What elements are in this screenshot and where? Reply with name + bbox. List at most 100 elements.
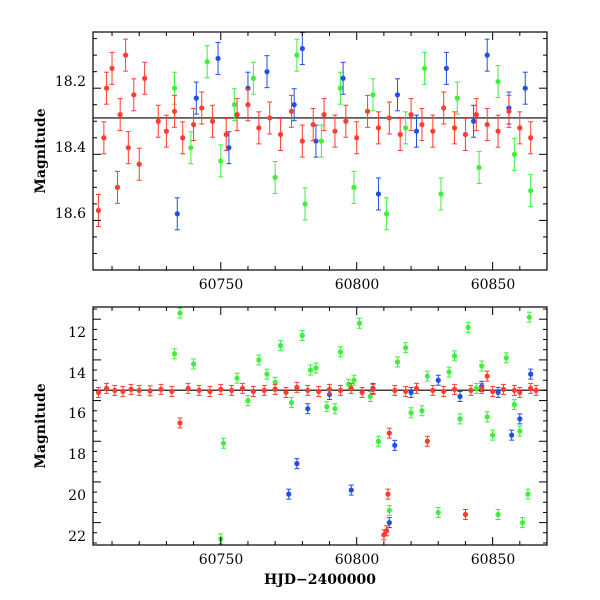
bottom-plot-frame xyxy=(92,306,548,546)
bottom-green-point xyxy=(307,367,314,373)
top-red-point xyxy=(117,112,123,118)
bottom-red-point xyxy=(490,388,496,395)
bottom-blue-point xyxy=(392,442,398,448)
bottom-x-tick-label: 60800 xyxy=(335,552,380,568)
top-red-point xyxy=(473,112,479,118)
bottom-blue-point xyxy=(495,389,501,396)
top-blue-point xyxy=(484,52,490,58)
top-red-point xyxy=(234,112,240,118)
top-blue-point xyxy=(375,191,382,197)
bottom-red-point xyxy=(451,386,458,392)
bottom-panel: 60750 60800 60850 12 14 16 18 20 22 Magn… xyxy=(33,306,548,588)
top-red-point xyxy=(103,85,110,91)
bottom-red-point xyxy=(120,388,126,395)
top-blue-point xyxy=(193,95,199,101)
bottom-red-point xyxy=(462,511,469,518)
top-x-tick-label: 60850 xyxy=(471,277,516,293)
bottom-red-point xyxy=(386,430,392,436)
bottom-red-point xyxy=(370,386,376,392)
top-plot-frame xyxy=(92,31,548,271)
bottom-red-point xyxy=(95,389,102,396)
bottom-green-point xyxy=(277,343,284,349)
bottom-blue-point xyxy=(528,371,534,377)
bottom-green-point xyxy=(457,416,463,422)
top-red-point xyxy=(430,128,436,134)
top-green-point xyxy=(218,158,224,164)
bottom-x-tick-label: 60850 xyxy=(471,552,516,568)
bottom-green-point xyxy=(408,410,414,416)
top-red-point xyxy=(267,115,273,121)
bottom-green-point xyxy=(479,363,485,369)
bottom-green-point xyxy=(272,379,278,385)
top-blue-point xyxy=(470,118,477,124)
bottom-green-point xyxy=(220,440,227,446)
bottom-red-point xyxy=(500,386,507,392)
top-red-point xyxy=(419,121,425,128)
top-red-point xyxy=(256,125,262,131)
top-red-point xyxy=(136,161,142,167)
top-blue-point xyxy=(522,85,528,91)
top-green-point xyxy=(302,201,308,207)
bottom-green-point xyxy=(446,369,452,375)
bottom-green-point xyxy=(288,400,295,406)
bottom-green-point xyxy=(337,349,343,355)
top-red-point xyxy=(354,135,360,141)
bottom-green-point xyxy=(234,375,240,381)
bottom-green-point xyxy=(394,359,401,365)
top-red-point xyxy=(451,125,458,131)
top-green-point xyxy=(511,151,517,157)
top-green-point xyxy=(384,211,390,217)
top-red-point xyxy=(123,52,129,58)
bottom-red-point xyxy=(250,388,256,395)
bottom-green-point xyxy=(511,402,517,408)
bottom-blue-point xyxy=(348,487,354,493)
top-red-point xyxy=(364,108,371,114)
bottom-red-point xyxy=(424,438,430,444)
bottom-blue-point xyxy=(286,491,292,497)
bottom-red-point xyxy=(348,385,354,391)
bottom-y-tick-label: 22 xyxy=(68,529,86,545)
top-red-point xyxy=(171,108,178,114)
top-green-point xyxy=(337,85,343,91)
bottom-red-point xyxy=(359,389,365,396)
bottom-blue-point xyxy=(408,389,414,396)
bottom-blue-point xyxy=(457,393,463,400)
top-red-point xyxy=(223,131,229,138)
top-plot-area xyxy=(93,32,547,231)
bottom-blue-point xyxy=(517,416,523,422)
top-blue-point xyxy=(245,85,251,91)
top-green-point xyxy=(495,78,501,85)
top-green-point xyxy=(528,188,534,194)
top-red-point xyxy=(288,108,295,114)
bottom-red-point xyxy=(112,387,118,394)
top-red-point xyxy=(408,112,414,118)
top-green-point xyxy=(272,174,278,181)
top-red-point xyxy=(375,125,382,131)
top-red-point xyxy=(528,135,534,141)
bottom-green-point xyxy=(424,373,430,379)
top-red-point xyxy=(109,65,115,71)
bottom-y-tick-label: 14 xyxy=(68,366,86,382)
top-blue-point xyxy=(443,65,450,71)
top-red-point xyxy=(210,118,216,124)
bottom-green-point xyxy=(299,332,305,339)
top-blue-point xyxy=(394,92,401,98)
top-red-point xyxy=(114,184,121,190)
bottom-y-tick-label: 12 xyxy=(68,325,86,341)
top-green-point xyxy=(250,75,256,81)
bottom-red-point xyxy=(441,388,447,395)
bottom-green-point xyxy=(519,520,526,526)
top-red-point xyxy=(484,121,490,128)
top-red-point xyxy=(310,121,316,128)
bottom-y-tick-label: 18 xyxy=(68,447,86,463)
bottom-red-point xyxy=(229,387,235,394)
top-green-point xyxy=(454,95,460,101)
bottom-green-point xyxy=(435,509,441,516)
bottom-green-point xyxy=(490,432,496,438)
bottom-red-point xyxy=(517,389,523,396)
top-red-point xyxy=(332,128,338,134)
top-red-point xyxy=(180,135,186,141)
bottom-green-point xyxy=(473,385,479,391)
bottom-y-tick-label: 20 xyxy=(68,488,86,504)
